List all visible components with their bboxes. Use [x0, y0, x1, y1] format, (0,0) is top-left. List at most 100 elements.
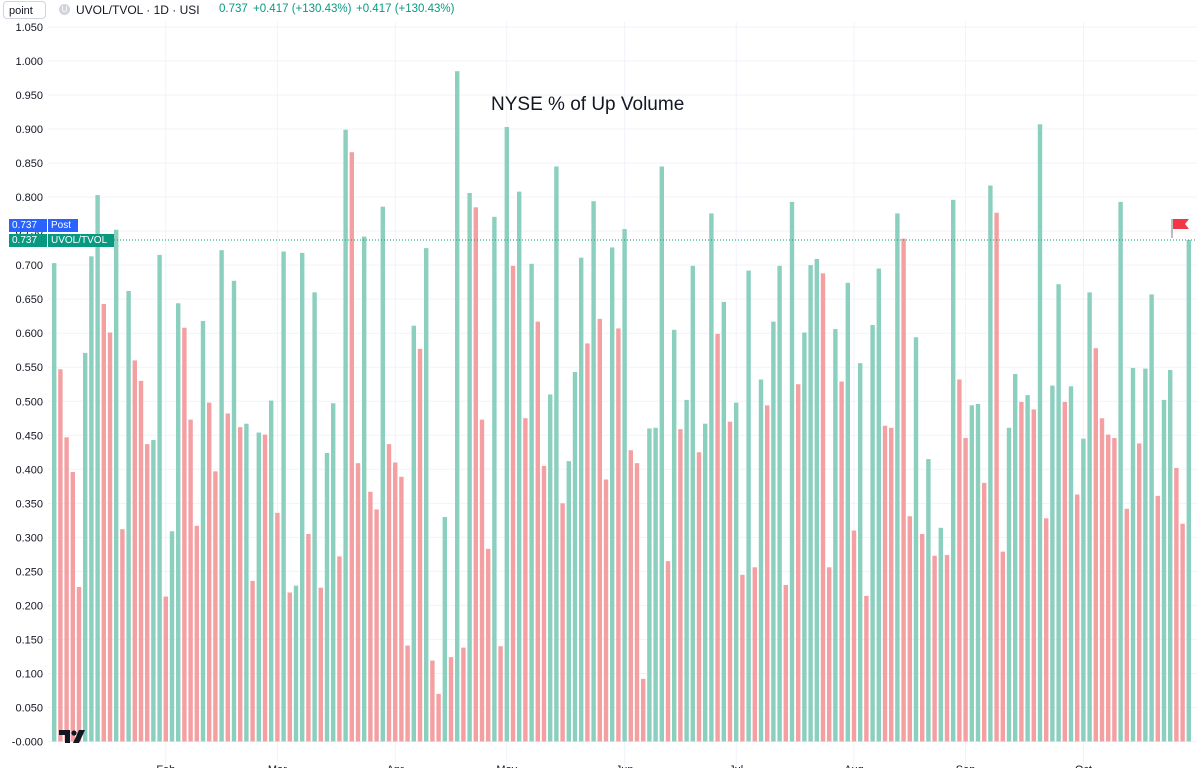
y-tick-label: 0.800 — [15, 192, 43, 204]
bar — [907, 516, 912, 742]
bar — [58, 369, 63, 742]
bar — [194, 525, 199, 742]
y-tick-label: 0.500 — [15, 396, 43, 408]
bar — [696, 452, 702, 742]
bar — [678, 429, 683, 742]
bar — [969, 405, 974, 742]
bar — [802, 332, 807, 742]
bar — [1000, 551, 1005, 742]
bar — [473, 207, 478, 742]
bar — [269, 400, 274, 742]
bar — [938, 527, 943, 742]
y-tick-label: 0.250 — [15, 566, 43, 578]
bar — [994, 212, 999, 742]
bar — [331, 403, 336, 742]
bar — [182, 327, 187, 742]
bar — [814, 259, 819, 742]
bar — [399, 476, 404, 742]
price-change-secondary: +0.417 (+130.43%) — [356, 3, 455, 15]
x-axis-labels: Feb Mar Apr May Jun Jul Aug Sep Oct — [156, 764, 1092, 768]
bar — [107, 332, 113, 742]
bar — [944, 555, 950, 742]
bar — [1112, 437, 1117, 742]
bar — [213, 471, 218, 742]
bar — [337, 556, 342, 742]
bar — [362, 236, 367, 742]
bar — [436, 693, 441, 742]
x-tick-label: Mar — [268, 764, 287, 768]
bar — [727, 421, 733, 742]
bar — [300, 252, 305, 742]
bar — [1143, 368, 1148, 742]
bar — [870, 325, 875, 742]
bar — [789, 201, 795, 742]
x-tick-label: Aug — [844, 764, 864, 768]
bar — [1062, 401, 1067, 742]
bar — [740, 574, 745, 742]
bar — [647, 428, 652, 742]
bar — [126, 291, 131, 742]
chart-title: NYSE % of Up Volume — [491, 94, 685, 115]
bar — [895, 213, 900, 742]
bar — [250, 580, 255, 742]
y-tick-label: 0.400 — [15, 464, 43, 476]
bar — [1161, 399, 1167, 742]
y-tick-label: 0.600 — [15, 328, 43, 340]
bar — [281, 251, 286, 742]
y-tick-label: 0.900 — [15, 124, 43, 136]
interval-input[interactable]: point — [3, 1, 46, 19]
bar — [386, 444, 392, 742]
y-tick-label: 0.200 — [15, 600, 43, 612]
bar — [771, 321, 776, 742]
bar — [988, 185, 993, 742]
bar — [157, 254, 162, 742]
visibility-eye-icon[interactable]: U — [59, 4, 70, 15]
bar — [238, 427, 243, 742]
x-tick-label: Sep — [956, 764, 976, 768]
y-tick-label: 0.150 — [15, 634, 43, 646]
bar — [876, 268, 881, 742]
bar — [461, 647, 466, 742]
tradingview-logo-icon[interactable] — [59, 728, 89, 744]
bar — [517, 191, 522, 742]
bar — [114, 229, 119, 742]
session-flag-icon[interactable] — [1171, 219, 1189, 238]
bar — [374, 509, 379, 742]
bar-series — [52, 71, 1191, 742]
bar — [169, 531, 175, 742]
bar — [982, 482, 987, 742]
bar — [380, 206, 385, 742]
bar — [145, 444, 150, 742]
bar — [89, 256, 94, 742]
bar — [690, 265, 695, 742]
y-tick-label: 0.550 — [15, 362, 43, 374]
bar — [1137, 443, 1142, 742]
bar — [554, 166, 559, 742]
bar — [132, 360, 137, 742]
bar — [572, 371, 578, 742]
bar — [1093, 348, 1098, 742]
bar — [442, 516, 447, 742]
bar — [535, 321, 540, 742]
bar — [579, 257, 584, 742]
bar — [659, 166, 664, 742]
y-tick-label: 0.050 — [15, 702, 43, 714]
bar — [244, 423, 249, 742]
bar — [882, 425, 888, 742]
bar — [424, 248, 429, 742]
bar — [1099, 418, 1105, 742]
bar — [393, 462, 398, 742]
bar — [1155, 495, 1160, 742]
bar — [1149, 294, 1154, 742]
bar — [1087, 292, 1092, 742]
bar — [486, 548, 491, 742]
bar — [734, 402, 739, 742]
bar — [585, 343, 590, 742]
bar — [889, 427, 894, 742]
bar — [120, 529, 125, 742]
y-tick-label: 0.450 — [15, 430, 43, 442]
symbol-title[interactable]: UVOL/TVOL · 1D · USI — [76, 3, 200, 17]
bar — [52, 263, 57, 742]
x-tick-label: Feb — [156, 764, 175, 768]
